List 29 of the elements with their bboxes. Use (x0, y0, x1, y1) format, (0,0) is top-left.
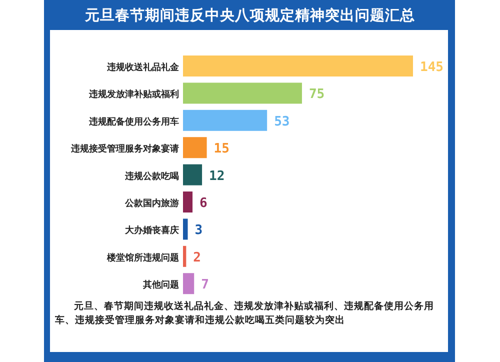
y-tick-label: 其他问题 (142, 280, 179, 291)
bar (183, 218, 188, 240)
bar (183, 137, 207, 158)
data-label: 12 (209, 168, 225, 184)
y-tick-label: 违规收送礼品礼金 (106, 62, 180, 73)
data-label: 2 (193, 250, 201, 266)
bar (183, 110, 268, 131)
bar (183, 192, 193, 212)
data-label: 7 (201, 278, 209, 293)
data-label: 6 (200, 196, 208, 211)
bar (183, 273, 194, 294)
y-tick-label: 违规配备使用公务用车 (88, 116, 179, 128)
chart-title: 元旦春节期间违反中央八项规定精神突出问题汇总 (84, 6, 415, 24)
data-label: 53 (274, 114, 290, 130)
bar (183, 82, 302, 104)
y-tick-label: 大办婚丧喜庆 (125, 225, 179, 236)
data-label: 145 (420, 60, 444, 75)
text: 元旦、春节期间违规收送礼品礼金、违规发放津补贴或福利、违规配备使用公务用车、违规接受管理服务对象宴请和违规公款吃喝五类问题较为突出 (55, 300, 435, 328)
data-label: 3 (194, 223, 203, 238)
data-label: 75 (308, 87, 325, 102)
bar (183, 164, 202, 186)
y-tick-label: 违规接受管理服务对象宴请 (70, 144, 179, 155)
y-tick-label: 楼堂馆所违规问题 (106, 252, 179, 264)
data-label: 15 (214, 142, 230, 157)
y-tick-label: 违规发放津补贴或福利 (88, 89, 179, 100)
y-tick-label: 违规公款吃喝 (124, 170, 179, 182)
y-tick-label: 公款国内旅游 (124, 198, 179, 209)
bar (183, 56, 413, 76)
bar (183, 246, 186, 267)
